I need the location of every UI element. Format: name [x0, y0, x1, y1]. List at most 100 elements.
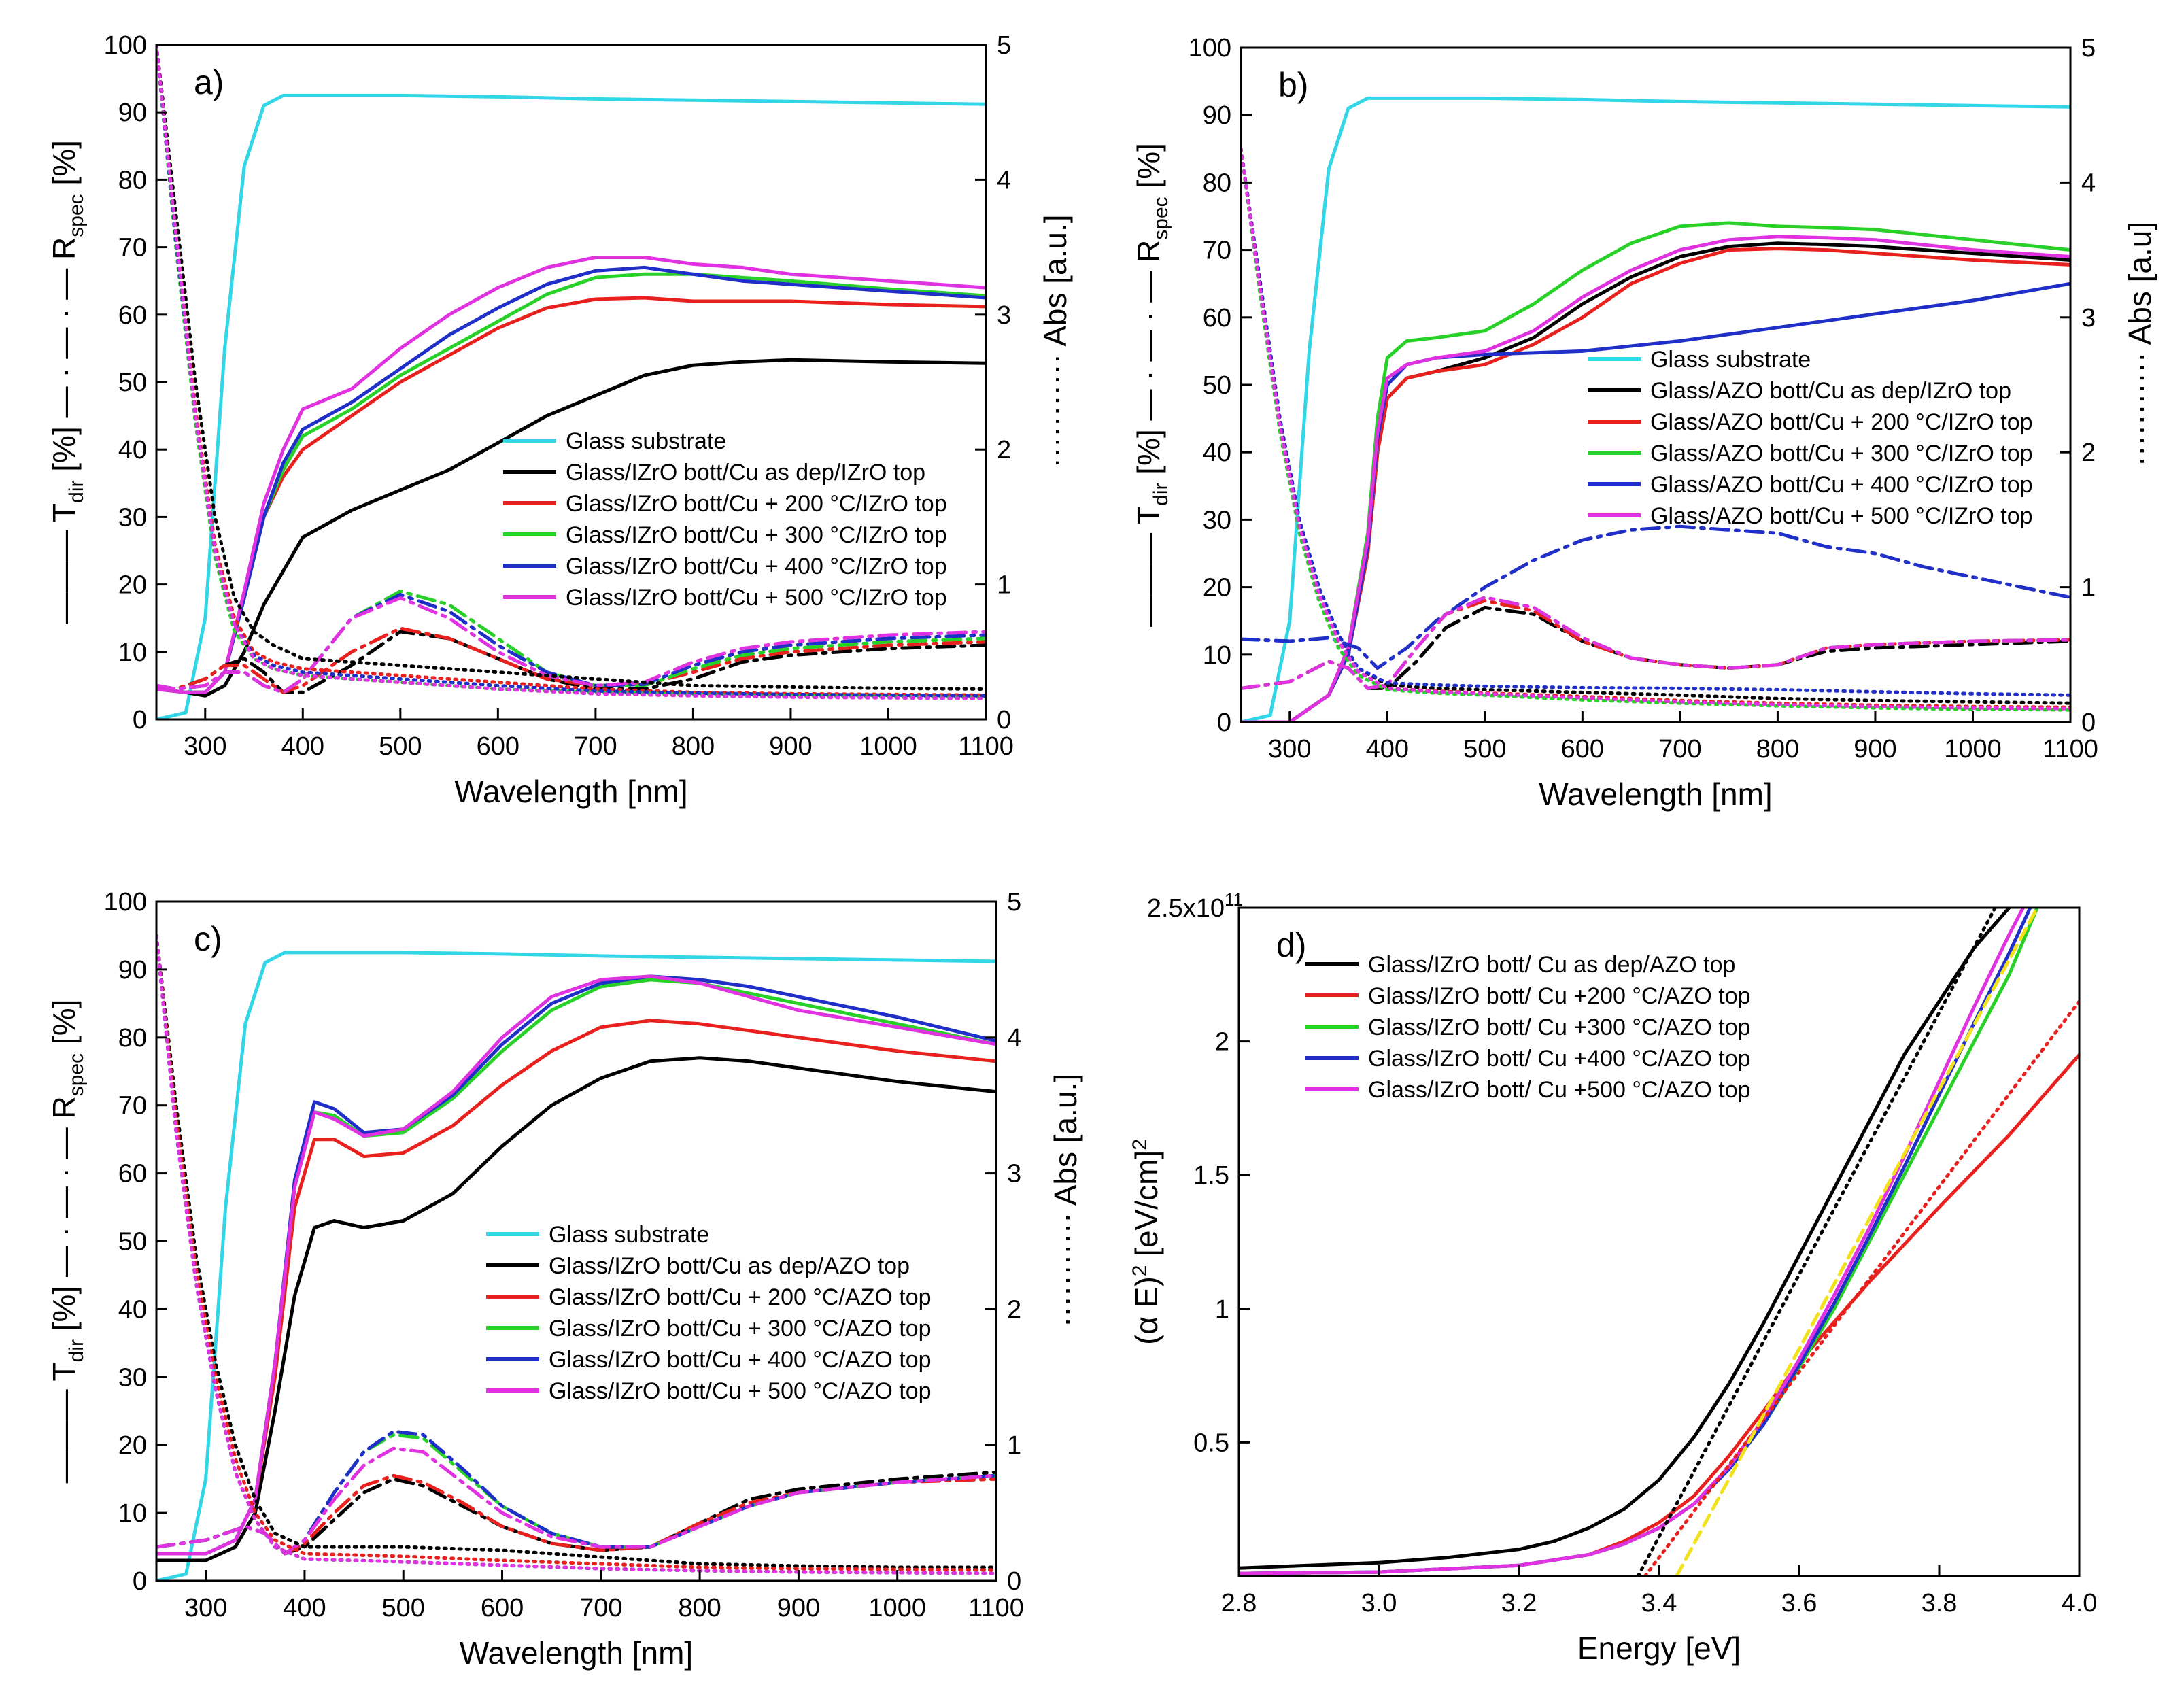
- x-tick-label: 900: [769, 732, 812, 761]
- x-tick-label: 1100: [968, 1594, 1024, 1622]
- series-line-500-abs: [156, 45, 986, 700]
- y2-tick-label: 1: [1007, 1431, 1021, 1460]
- chart-panel-d: 2.8 3.0 3.2 3.4 3.6 3.8 4.0 0.5 1 1.5 2 2.5x1011 Ene…: [1129, 889, 2097, 1666]
- y2-tick-label: 4: [2081, 169, 2096, 197]
- x-tick-label: 300: [1268, 735, 1311, 764]
- legend-entry: Glass/AZO bott/Cu + 400 °C/IZrO top: [1650, 472, 2033, 498]
- series-line-500-abs: [156, 934, 996, 1575]
- y-tick-label: 20: [118, 1431, 147, 1460]
- y-tick-label: 100: [104, 888, 147, 917]
- x-tick-label: 300: [184, 732, 226, 761]
- y2-tick-label: 3: [1007, 1160, 1021, 1189]
- y2-tick-label: 0: [997, 706, 1011, 734]
- panel-label: a): [194, 63, 224, 101]
- x-tick-label: 4.0: [2062, 1589, 2098, 1618]
- legend-entry: Glass/AZO bott/Cu as dep/IZrO top: [1650, 378, 2011, 404]
- y2-tick-label: 2: [1007, 1295, 1021, 1324]
- y-tick-label: 60: [118, 301, 147, 330]
- dotted-line-key: ···········: [1038, 347, 1073, 468]
- y2-tick-label: 5: [1007, 888, 1021, 917]
- x-tick-label: 2.8: [1221, 1589, 1257, 1618]
- x-tick-label: 800: [672, 732, 715, 761]
- x-tick-label: 600: [1561, 735, 1604, 764]
- y2-tick-label: 0: [2081, 708, 2096, 737]
- chart-panel-b: 300 400 500 600 700 800 900 1000 110001020304050…: [1131, 34, 2157, 812]
- legend-entry: Glass/IZrO bott/Cu + 200 °C/IZrO top: [566, 491, 947, 517]
- series-line-fit-300: [1675, 908, 2039, 1576]
- y-axis-title: ——— Tdir [%] — · — · — Rspec [%]: [46, 140, 88, 624]
- x-tick-label: 900: [777, 1594, 820, 1622]
- legend-entry: Glass/IZrO bott/ Cu as dep/AZO top: [1368, 952, 1735, 978]
- x-tick-label: 3.4: [1641, 1589, 1677, 1618]
- series-group: [156, 45, 986, 719]
- legend-entry: Glass/IZrO bott/ Cu +300 °C/AZO top: [1368, 1014, 1751, 1040]
- solid-line-key: ———: [1131, 525, 1166, 627]
- legend-entry: Glass/IZrO bott/Cu + 300 °C/IZrO top: [566, 522, 947, 548]
- series-line-glass-substrate-t: [1241, 96, 2070, 722]
- y-tick-label: 0: [1217, 708, 1231, 737]
- legend-entry: Glass/IZrO bott/ Cu +200 °C/AZO top: [1368, 983, 1751, 1009]
- dotted-line-key: ···········: [1048, 1206, 1083, 1327]
- series-line-glass-substrate-t: [156, 951, 996, 1581]
- x-tick-label: 3.2: [1501, 1589, 1537, 1618]
- series-line-500-r: [1241, 596, 2070, 690]
- x-tick-label: 3.8: [1922, 1589, 1958, 1618]
- y-tick-label: 100: [104, 31, 147, 60]
- solid-line-key: ———: [46, 1381, 82, 1483]
- dashdot-line-key: — · — · —: [46, 1127, 82, 1277]
- y2-tick-label: 1: [2081, 574, 2096, 602]
- y-tick-label: 70: [118, 1092, 147, 1121]
- legend-entry: Glass/IZrO bott/ Cu +400 °C/AZO top: [1368, 1046, 1751, 1072]
- y-tick-label: 30: [118, 1363, 147, 1392]
- y-tick-label: 80: [1203, 169, 1231, 197]
- legend-entry: Glass substrate: [566, 428, 726, 454]
- x-tick-label: 600: [477, 732, 519, 761]
- chart-panel-a: 300 400 500 600 700 800 900 1000 110001020304050…: [46, 31, 1073, 809]
- x-tick-label: 3.6: [1781, 1589, 1817, 1618]
- series-line-500-r: [156, 596, 986, 694]
- dashdot-line-key: — · — · —: [46, 269, 82, 418]
- y-tick-label: 1: [1215, 1295, 1229, 1324]
- series-line-200: [1239, 1053, 2079, 1575]
- legend-entry: Glass/IZrO bott/ Cu +500 °C/AZO top: [1368, 1077, 1751, 1103]
- x-tick-label: 700: [1658, 735, 1701, 764]
- y-tick-label: 10: [118, 1499, 147, 1528]
- series-line-as-dep-t: [156, 358, 986, 698]
- y2-axis-title: ··········· Abs [a.u.]: [1038, 214, 1073, 468]
- y-tick-label: 60: [118, 1160, 147, 1189]
- y-axis-title: (α E)2 [eV/cm]2: [1129, 1139, 1164, 1345]
- x-tick-label: 1100: [2043, 735, 2098, 764]
- plot-frame: [155, 44, 987, 721]
- legend-entry: Glass/AZO bott/Cu + 500 °C/IZrO top: [1650, 503, 2033, 529]
- panel-label: b): [1278, 66, 1308, 104]
- legend: Glass substrate Glass/AZO bott/Cu as dep/…: [1588, 347, 2033, 529]
- x-axis-title: Wavelength [nm]: [460, 1635, 693, 1671]
- y2-axis-title: ··········· Abs [a.u]: [2122, 222, 2157, 466]
- y-tick-label: 2: [1215, 1028, 1229, 1057]
- y-tick-label: 90: [118, 99, 147, 127]
- y2-tick-label: 1: [997, 571, 1011, 600]
- y-tick-label: 0: [133, 706, 147, 734]
- x-tick-label: 1100: [958, 732, 1014, 761]
- y-tick-label: 10: [118, 638, 147, 667]
- legend-entry: Glass/IZrO bott/Cu + 500 °C/AZO top: [549, 1378, 932, 1404]
- y2-tick-label: 4: [997, 166, 1011, 194]
- y-tick-label: 70: [118, 234, 147, 262]
- y-tick-label: 60: [1203, 304, 1231, 332]
- series-line-as-dep: [1239, 908, 2011, 1570]
- x-tick-label: 1000: [1944, 735, 2002, 764]
- chart-panel-c: 300 400 500 600 700 800 900 1000 110001020304050…: [46, 888, 1083, 1671]
- y-axis-title: ——— Tdir [%] — · — · — Rspec [%]: [1131, 143, 1172, 627]
- y-tick-label: 2.5x1011: [1147, 889, 1243, 923]
- series-line-200-abs: [156, 934, 996, 1572]
- y-tick-label: 30: [118, 503, 147, 532]
- y2-tick-label: 2: [997, 436, 1011, 464]
- y2-tick-label: 0: [1007, 1567, 1021, 1596]
- series-line-fit-as-dep: [1636, 908, 1997, 1576]
- legend: Glass substrate Glass/IZrO bott/Cu as dep…: [486, 1222, 932, 1404]
- y2-tick-label: 3: [997, 301, 1011, 330]
- y2-tick-label: 3: [2081, 304, 2096, 332]
- y-tick-label: 20: [1203, 574, 1231, 602]
- series-line-200-r: [156, 626, 986, 694]
